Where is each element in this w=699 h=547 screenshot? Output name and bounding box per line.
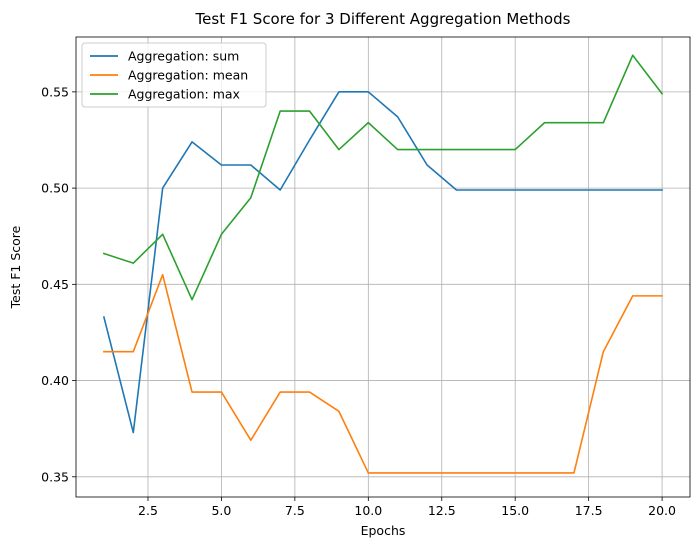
x-tick-label: 5.0 <box>211 503 231 518</box>
grid-layer <box>76 37 690 497</box>
x-tick-label: 10.0 <box>354 503 382 518</box>
legend-label-2: Aggregation: max <box>128 87 240 102</box>
x-tick-label: 20.0 <box>648 503 676 518</box>
x-tick-label: 17.5 <box>575 503 603 518</box>
x-tick-label: 7.5 <box>285 503 305 518</box>
chart-title: Test F1 Score for 3 Different Aggregatio… <box>195 10 571 28</box>
series-line-1 <box>103 273 663 474</box>
y-tick-label: 0.55 <box>41 84 69 99</box>
legend-label-1: Aggregation: mean <box>128 68 248 83</box>
tick-layer: 2.5 5.0 7.5 10.0 12.5 15.0 17.5 20.0 0.35 0.40 0.4… <box>41 84 676 518</box>
y-tick-label: 0.40 <box>41 373 69 388</box>
y-tick-label: 0.35 <box>41 469 69 484</box>
series-layer <box>102 54 664 474</box>
legend-label-0: Aggregation: sum <box>128 49 239 64</box>
y-tick-label: 0.50 <box>41 181 69 196</box>
plot-frame <box>75 36 691 498</box>
legend: Aggregation: sum Aggregation: mean Aggrega… <box>81 42 267 108</box>
series-line-0 <box>102 91 663 434</box>
series-line-2 <box>102 54 664 301</box>
x-tick-label: 12.5 <box>428 503 456 518</box>
x-tick-label: 15.0 <box>501 503 529 518</box>
x-tick-label: 2.5 <box>138 503 158 518</box>
y-tick-label: 0.45 <box>41 277 69 292</box>
y-axis-label: Test F1 Score <box>8 225 23 309</box>
legend-box <box>81 42 267 108</box>
x-axis-label: Epochs <box>361 523 406 538</box>
